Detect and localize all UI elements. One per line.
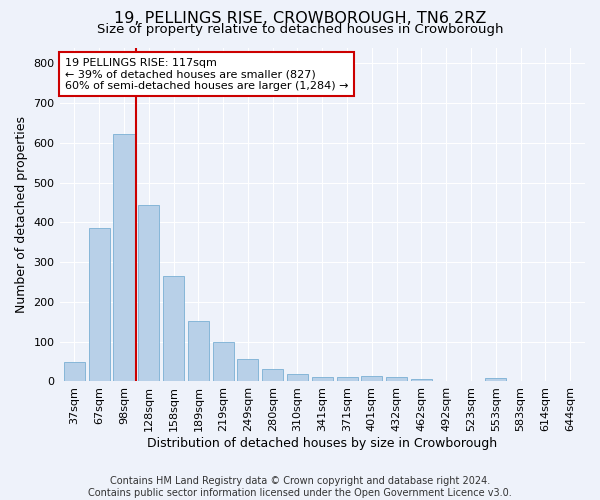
Bar bbox=[386, 378, 407, 382]
Bar bbox=[212, 342, 233, 382]
Bar bbox=[89, 228, 110, 382]
Y-axis label: Number of detached properties: Number of detached properties bbox=[15, 116, 28, 313]
Bar bbox=[411, 380, 432, 382]
Text: 19 PELLINGS RISE: 117sqm
← 39% of detached houses are smaller (827)
60% of semi-: 19 PELLINGS RISE: 117sqm ← 39% of detach… bbox=[65, 58, 348, 90]
Text: Size of property relative to detached houses in Crowborough: Size of property relative to detached ho… bbox=[97, 22, 503, 36]
Bar bbox=[337, 378, 358, 382]
Bar bbox=[138, 206, 160, 382]
Bar bbox=[64, 362, 85, 382]
X-axis label: Distribution of detached houses by size in Crowborough: Distribution of detached houses by size … bbox=[147, 437, 497, 450]
Bar bbox=[113, 134, 134, 382]
Bar bbox=[361, 376, 382, 382]
Bar bbox=[287, 374, 308, 382]
Bar bbox=[238, 359, 259, 382]
Bar bbox=[163, 276, 184, 382]
Text: Contains HM Land Registry data © Crown copyright and database right 2024.
Contai: Contains HM Land Registry data © Crown c… bbox=[88, 476, 512, 498]
Bar bbox=[312, 378, 333, 382]
Bar bbox=[188, 321, 209, 382]
Text: 19, PELLINGS RISE, CROWBOROUGH, TN6 2RZ: 19, PELLINGS RISE, CROWBOROUGH, TN6 2RZ bbox=[114, 11, 486, 26]
Bar bbox=[262, 368, 283, 382]
Bar bbox=[485, 378, 506, 382]
